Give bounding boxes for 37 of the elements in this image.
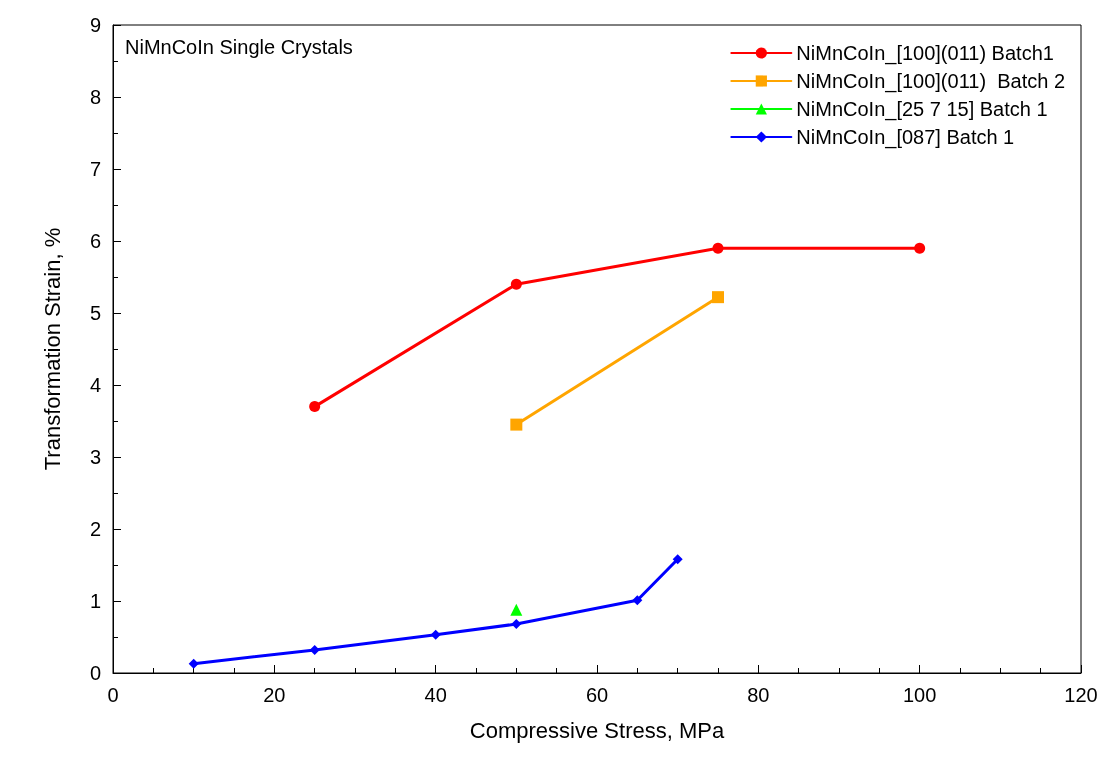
legend-label: NiMnCoIn_[100](011) Batch1 (796, 42, 1054, 65)
y-axis-title: Transformation Strain, % (39, 227, 65, 471)
point (712, 242, 724, 254)
point (511, 619, 522, 630)
y-tick-label: 7 (89, 158, 101, 180)
point (632, 595, 643, 606)
y-tick-label: 8 (89, 86, 101, 108)
x-tick-label: 80 (747, 684, 770, 706)
y-tick-label: 3 (89, 446, 101, 468)
x-tick-label: 120 (1064, 684, 1098, 706)
y-tick-label: 2 (89, 518, 101, 540)
y-tick-label: 0 (89, 662, 101, 684)
y-tick-label: 6 (89, 230, 101, 252)
point (510, 278, 522, 290)
point (712, 291, 724, 304)
point (510, 418, 523, 431)
point (188, 658, 199, 669)
annotation: NiMnCoIn Single Crystals (125, 36, 353, 58)
legend-label: NiMnCoIn_[100](011) Batch 2 (796, 70, 1066, 93)
y-tick-label: 4 (89, 374, 101, 396)
legend-label: NiMnCoIn_[087] Batch 1 (796, 126, 1015, 149)
x-tick-label: 0 (107, 684, 119, 706)
y-tick-label: 9 (89, 14, 101, 36)
x-tick-label: 20 (263, 684, 286, 706)
x-tick-label: 100 (902, 684, 937, 706)
point (309, 644, 320, 655)
point (309, 401, 321, 413)
x-tick-label: 60 (585, 684, 609, 706)
point (672, 554, 683, 565)
point (430, 629, 441, 640)
y-tick-label: 1 (89, 590, 101, 612)
x-tick-label: 40 (424, 684, 447, 706)
y-tick-label: 5 (89, 302, 101, 324)
legend-label: NiMnCoIn_[25 7 15] Batch 1 (796, 98, 1048, 121)
point (510, 603, 523, 616)
point (914, 242, 926, 254)
x-axis-title: Compressive Stress, MPa (469, 717, 725, 743)
